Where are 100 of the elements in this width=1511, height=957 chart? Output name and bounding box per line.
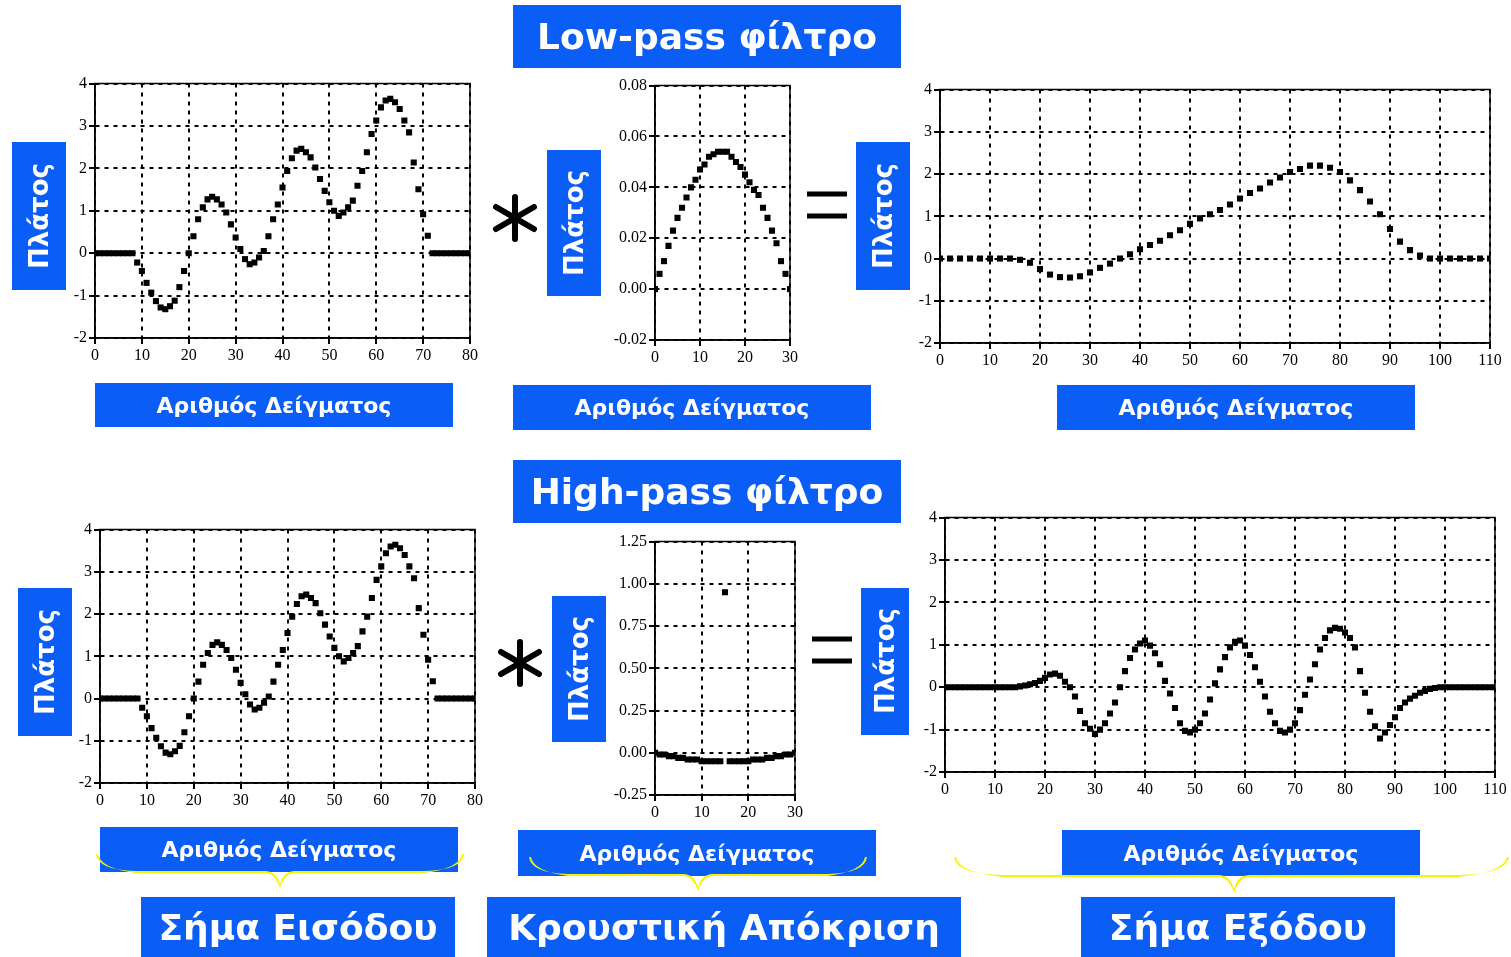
point [946, 255, 954, 262]
x-tick-label: 0 [651, 802, 659, 820]
y-tick-label: 0.25 [619, 700, 647, 718]
point [728, 153, 735, 160]
point [1456, 255, 1464, 262]
point [1256, 185, 1264, 192]
y-tick-label: 0.04 [619, 177, 647, 195]
x-axis-title: Αριθμός Δείγματος [1123, 840, 1359, 866]
y-tick-label: -1 [918, 290, 932, 308]
point [986, 255, 994, 262]
point [687, 184, 695, 191]
point [1356, 187, 1364, 194]
x-axis-title: Αριθμός Δείγματος [156, 392, 392, 418]
x-tick-label: 70 [1282, 350, 1298, 368]
x-tick-label: 30 [232, 790, 249, 808]
y-tick-label: 1.25 [619, 531, 647, 549]
point [721, 589, 729, 596]
x-tick-label: 0 [651, 347, 659, 365]
point [1046, 271, 1054, 278]
point [966, 255, 974, 262]
point [1446, 255, 1454, 262]
point [732, 158, 740, 165]
y-tick-label: -0.02 [613, 330, 647, 348]
x-tick-label: 80 [1337, 779, 1353, 797]
x-tick-label: 20 [737, 347, 753, 365]
point [1266, 179, 1274, 186]
point [1016, 256, 1024, 263]
y-tick-label: -1 [73, 285, 87, 303]
point [1326, 164, 1334, 171]
point [1276, 174, 1284, 181]
x-tick-label: 70 [1287, 779, 1303, 797]
x-tick-label: 50 [1182, 350, 1198, 368]
x-tick-label: 90 [1387, 779, 1403, 797]
point [1416, 252, 1424, 259]
point [759, 204, 767, 211]
x-tick-label: 10 [138, 790, 155, 808]
point [696, 166, 704, 173]
y-tick-label: 4 [84, 519, 92, 537]
point [755, 191, 762, 199]
y-tick-label: 0.00 [619, 742, 647, 760]
x-tick-label: 60 [1237, 779, 1253, 797]
x-tick-label: 70 [420, 790, 437, 808]
x-tick-label: 20 [1037, 779, 1053, 797]
point [1306, 162, 1314, 169]
y-tick-label: -2 [78, 773, 92, 791]
x-tick-label: 30 [227, 345, 244, 363]
y-axis-title: Πλάτος [30, 609, 60, 715]
y-tick-label: -0.25 [613, 785, 647, 803]
point [1216, 206, 1224, 214]
y-tick-label: 2 [79, 158, 87, 176]
y-tick-label: 4 [929, 507, 937, 525]
x-tick-label: 30 [1087, 779, 1103, 797]
x-tick-label: 20 [185, 790, 202, 808]
point [669, 227, 677, 234]
x-tick-label: 40 [1132, 350, 1148, 368]
chart-title: High-pass φίλτρο [530, 471, 884, 512]
x-axis-title: Αριθμός Δείγματος [161, 837, 397, 862]
point [692, 176, 699, 183]
x-tick-label: 60 [373, 790, 390, 808]
y-tick-label: 0 [84, 688, 92, 706]
y-tick-label: 2 [924, 164, 932, 182]
x-tick-label: 70 [415, 345, 432, 363]
point [1196, 215, 1204, 222]
point [678, 204, 686, 211]
point [1346, 177, 1354, 184]
y-tick-label: -2 [923, 762, 937, 780]
y-tick-label: -1 [923, 719, 937, 737]
x-tick-label: 30 [782, 347, 798, 365]
x-tick-label: 20 [180, 345, 197, 363]
point [956, 255, 964, 262]
point [1176, 227, 1184, 234]
point [768, 227, 776, 234]
y-tick-label: 0 [924, 248, 932, 266]
point [1086, 269, 1094, 276]
y-tick-label: 2 [929, 592, 937, 610]
point [1146, 241, 1154, 249]
point [1226, 201, 1234, 208]
x-tick-label: 10 [133, 345, 150, 363]
x-tick-label: 80 [462, 345, 478, 363]
x-tick-label: 10 [987, 779, 1003, 797]
point [656, 270, 663, 277]
point [1116, 255, 1124, 262]
point [782, 270, 789, 277]
x-axis-title: Αριθμός Δείγματος [579, 840, 815, 866]
point [1096, 264, 1104, 271]
y-tick-label: 0 [929, 677, 937, 695]
y-tick-label: 3 [84, 562, 92, 580]
point [1386, 225, 1394, 233]
x-tick-label: 80 [467, 790, 483, 808]
point [1076, 273, 1084, 280]
point [1186, 220, 1194, 227]
y-tick-label: 3 [929, 550, 937, 568]
y-tick-label: 1 [929, 635, 937, 652]
point [674, 214, 681, 221]
y-axis-title: Πλάτος [870, 608, 900, 715]
y-tick-label: 0.06 [619, 126, 647, 144]
x-tick-label: 10 [692, 347, 708, 365]
point [1126, 251, 1134, 258]
y-tick-label: 1.00 [619, 574, 647, 592]
x-tick-label: 10 [982, 350, 998, 368]
